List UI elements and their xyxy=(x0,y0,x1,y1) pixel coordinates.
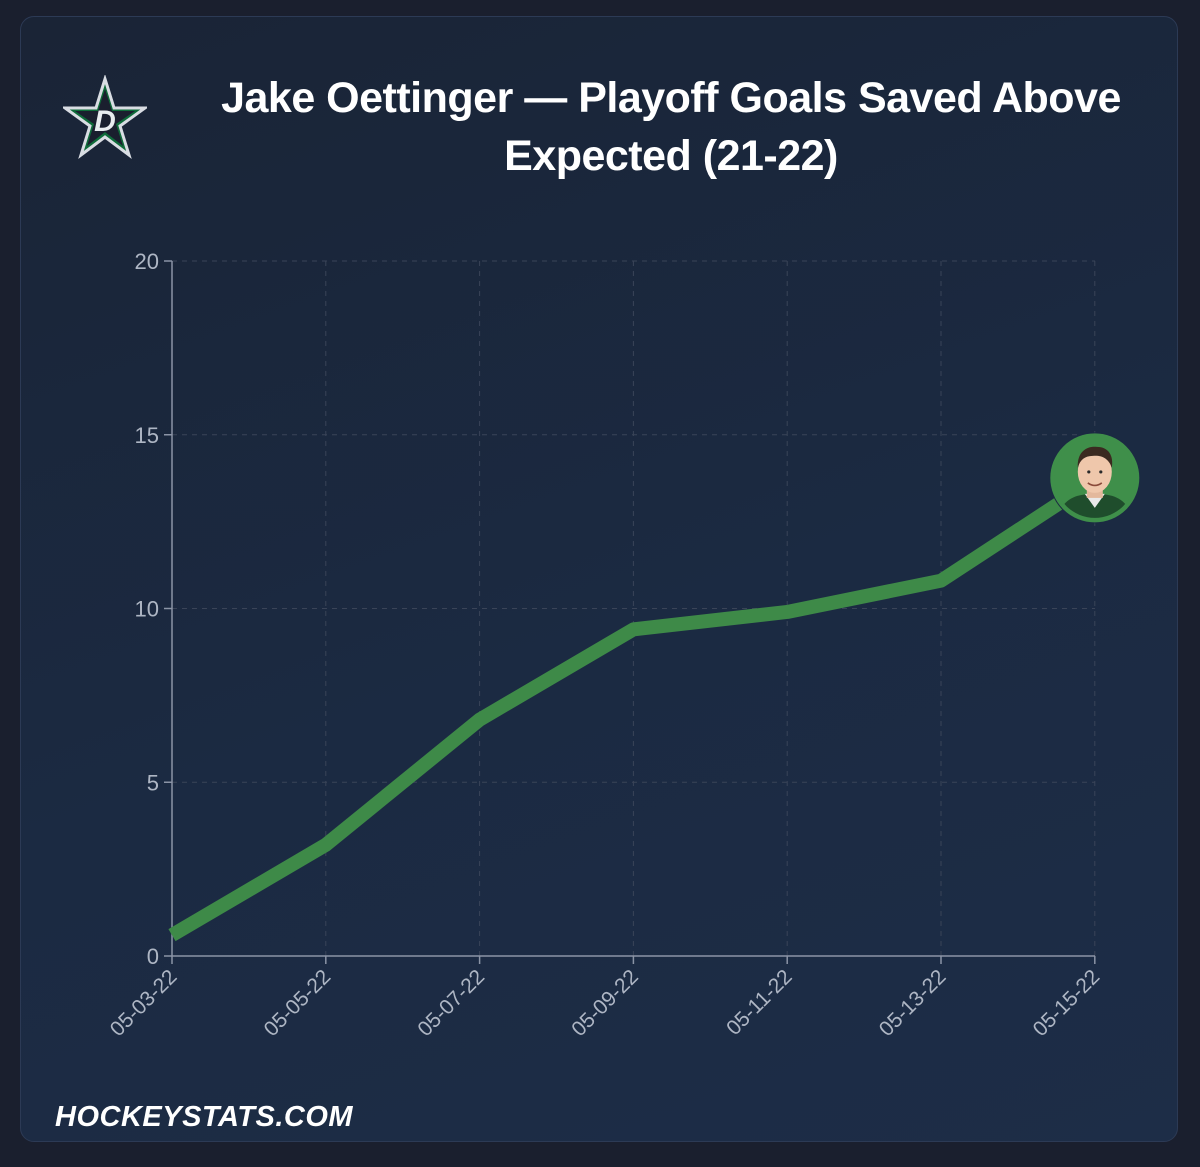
player-avatar xyxy=(1049,432,1141,524)
axes xyxy=(164,260,1096,964)
x-tick-label: 05-15-22 xyxy=(1029,965,1105,1041)
x-tick-label: 05-11-22 xyxy=(722,965,797,1040)
x-tick-label: 05-03-22 xyxy=(106,965,182,1041)
brand-watermark: HOCKEYSTATS.COM xyxy=(55,1101,354,1133)
x-tick-label: 05-05-22 xyxy=(260,965,336,1041)
x-tick-labels: 05-03-22 05-05-22 05-07-22 05-09-22 05-11-22… xyxy=(106,965,1105,1041)
player-avatar-icon xyxy=(1049,432,1141,524)
y-tick-label: 20 xyxy=(135,249,159,274)
y-tick-label: 5 xyxy=(147,770,159,795)
y-tick-label: 0 xyxy=(147,944,159,969)
y-tick-labels: 0 5 10 15 20 xyxy=(135,249,159,969)
chart-title: Jake Oettinger — Playoff Goals Saved Abo… xyxy=(221,74,1121,180)
grid-lines xyxy=(172,260,1096,956)
y-tick-label: 10 xyxy=(135,597,159,622)
series-lines xyxy=(168,474,1099,942)
svg-text:D: D xyxy=(94,105,116,138)
dallas-stars-logo-icon: D xyxy=(63,75,147,159)
y-tick-label: 15 xyxy=(135,423,159,448)
x-tick-label: 05-09-22 xyxy=(567,965,643,1041)
series-line xyxy=(168,474,1099,942)
chart-card: D Jake Oettinger — Playoff Goals Saved A… xyxy=(20,16,1178,1142)
x-tick-label: 05-13-22 xyxy=(875,965,951,1041)
x-tick-label: 05-07-22 xyxy=(413,965,489,1041)
